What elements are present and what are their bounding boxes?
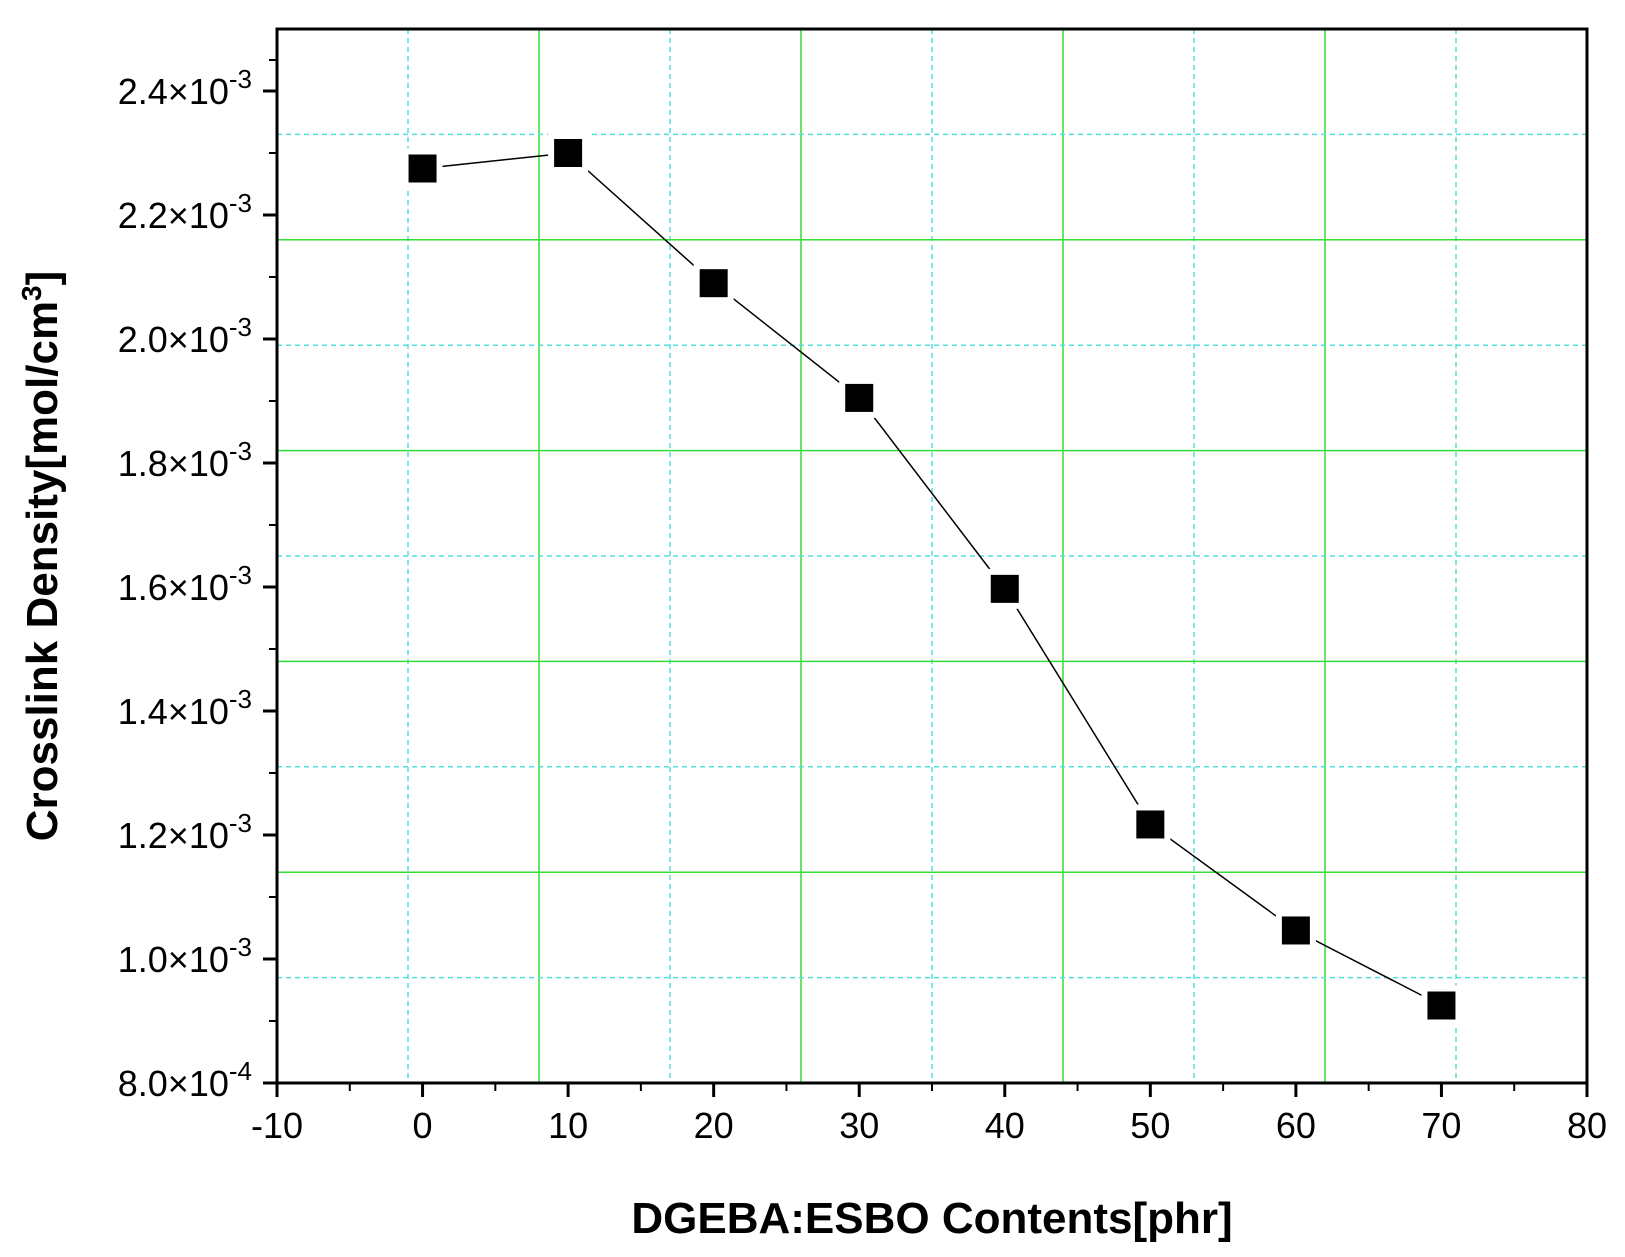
x-tick-label: 70 bbox=[1421, 1105, 1461, 1146]
x-tick-label: -10 bbox=[251, 1105, 303, 1146]
y-tick-exponent: -3 bbox=[229, 808, 252, 838]
y-tick-mantissa: 2.2×10 bbox=[118, 195, 229, 236]
y-tick-mantissa: 1.8×10 bbox=[118, 443, 229, 484]
y-tick-mantissa: 1.0×10 bbox=[118, 939, 229, 980]
y-tick-exponent: -4 bbox=[229, 1056, 252, 1086]
y-axis-title-superscript: 3 bbox=[16, 285, 47, 301]
x-tick-label: 10 bbox=[548, 1105, 588, 1146]
y-tick-exponent: -3 bbox=[229, 188, 252, 218]
x-tick-label: 30 bbox=[839, 1105, 879, 1146]
data-point bbox=[845, 383, 874, 412]
y-tick-label: 8.0×10-4 bbox=[118, 1056, 252, 1104]
y-tick-label: 2.4×10-3 bbox=[118, 64, 252, 112]
series-layer bbox=[402, 133, 1462, 1026]
x-tick-label: 50 bbox=[1130, 1105, 1170, 1146]
series-line bbox=[422, 152, 1442, 1007]
y-tick-label: 1.4×10-3 bbox=[118, 684, 252, 732]
grid-layer bbox=[277, 29, 1587, 1083]
y-tick-label: 1.6×10-3 bbox=[118, 560, 252, 608]
x-tick-label: 0 bbox=[413, 1105, 433, 1146]
ticks-layer bbox=[263, 59, 1589, 1097]
x-tick-label: 80 bbox=[1567, 1105, 1607, 1146]
y-axis-title-close: ] bbox=[18, 271, 67, 286]
y-tick-exponent: -3 bbox=[229, 436, 252, 466]
data-point bbox=[1427, 991, 1456, 1020]
y-tick-label: 2.0×10-3 bbox=[118, 312, 252, 360]
y-axis-title: Crosslink Density[mol/cm3] bbox=[16, 271, 67, 842]
data-point bbox=[408, 154, 437, 183]
data-point bbox=[1136, 810, 1165, 839]
y-tick-mantissa: 8.0×10 bbox=[118, 1063, 229, 1104]
data-point bbox=[990, 574, 1019, 603]
x-tick-label: 20 bbox=[694, 1105, 734, 1146]
y-tick-exponent: -3 bbox=[229, 684, 252, 714]
y-tick-mantissa: 1.6×10 bbox=[118, 567, 229, 608]
y-tick-mantissa: 1.4×10 bbox=[118, 691, 229, 732]
x-tick-label: 40 bbox=[985, 1105, 1025, 1146]
y-tick-label: 1.2×10-3 bbox=[118, 808, 252, 856]
x-tick-labels: -10 0 10 20 30 40 50 60 70 80 bbox=[251, 1105, 1607, 1146]
y-tick-label: 1.8×10-3 bbox=[118, 436, 252, 484]
x-axis-title: DGEBA:ESBO Contents[phr] bbox=[631, 1194, 1232, 1243]
y-tick-label: 1.0×10-3 bbox=[118, 932, 252, 980]
data-point bbox=[699, 269, 728, 298]
y-tick-exponent: -3 bbox=[229, 64, 252, 94]
y-tick-label: 2.2×10-3 bbox=[118, 188, 252, 236]
y-tick-labels: 8.0×10-41.0×10-31.2×10-31.4×10-31.6×10-3… bbox=[118, 64, 252, 1104]
data-point bbox=[554, 139, 583, 167]
y-tick-mantissa: 2.0×10 bbox=[118, 319, 229, 360]
y-axis-title-main: Crosslink Density[mol/cm bbox=[18, 301, 67, 841]
x-tick-label: 60 bbox=[1276, 1105, 1316, 1146]
y-tick-exponent: -3 bbox=[229, 932, 252, 962]
data-point bbox=[1281, 916, 1310, 945]
y-tick-mantissa: 2.4×10 bbox=[118, 71, 229, 112]
y-tick-mantissa: 1.2×10 bbox=[118, 815, 229, 856]
plot-frame bbox=[275, 27, 1589, 1085]
y-tick-exponent: -3 bbox=[229, 312, 252, 342]
y-tick-exponent: -3 bbox=[229, 560, 252, 590]
